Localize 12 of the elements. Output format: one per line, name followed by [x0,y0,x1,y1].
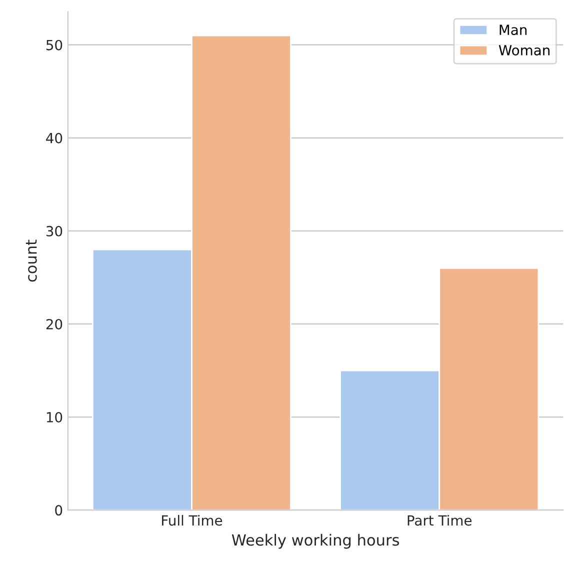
legend-label: Man [500,24,527,36]
legend-label: Woman [498,45,550,56]
y-tick-label: 10 [46,412,62,423]
y-tick-label: 20 [46,318,62,330]
x-axis-title: Weekly working hours [232,534,399,549]
y-tick-label: 50 [46,40,62,50]
y-tick-label: 40 [46,132,62,144]
x-tick-label: Full Time [162,514,222,526]
x-tick-label: Part Time [408,514,472,526]
y-tick-label: 0 [55,505,62,516]
y-tick-label: 30 [46,226,62,236]
y-axis-title: count [26,240,37,282]
